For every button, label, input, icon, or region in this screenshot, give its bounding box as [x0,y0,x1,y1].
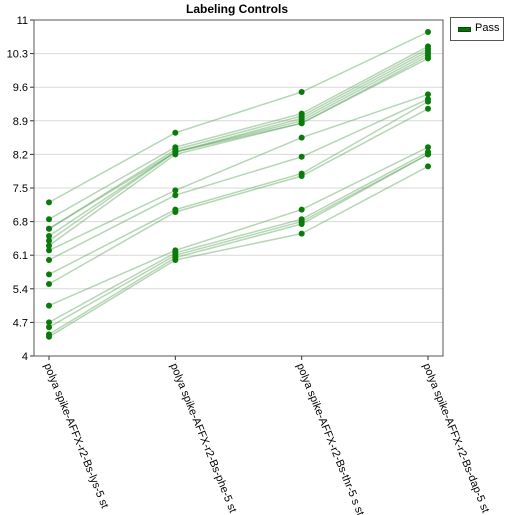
x-tick-label: polya spike-AFFX-r2-Bs-thr-5 s st [294,362,366,515]
data-point [425,98,431,105]
series-line [48,153,429,328]
data-point [425,151,431,158]
data-point [298,134,305,141]
data-point [298,89,305,95]
x-tick-label: polya spike-AFFX-r2-Bs-phe-5 st [168,362,239,515]
plot-frame [33,19,444,357]
y-tick-label: 4 [22,351,28,363]
series-line [48,52,429,237]
series-line [48,146,429,307]
y-tick-label: 5.4 [13,284,28,296]
y-tick-label: 9.6 [13,82,28,94]
data-point [46,237,52,244]
y-tick-label: 11 [17,15,28,27]
series-line [48,153,429,336]
series-line [48,31,429,204]
series-line [48,165,429,338]
data-point [172,151,179,158]
series-line [48,100,429,276]
data-point [425,91,431,98]
legend: Pass [450,17,504,41]
data-point [46,199,52,206]
series-line [48,48,429,230]
legend-label-pass: Pass [475,22,500,34]
series-line [48,45,429,220]
data-point [46,319,52,326]
data-point [298,173,305,179]
y-tick-label: 10.3 [7,49,28,61]
data-point [172,192,179,199]
data-point [172,129,179,136]
data-point [298,230,305,237]
data-point [46,225,52,232]
chart-title: Labeling Controls [186,2,288,16]
y-tick-label: 6.8 [13,217,28,229]
series-line [48,50,429,230]
series-line [48,55,429,242]
y-tick-label: 8.9 [13,116,28,128]
y-tick-label: 6.1 [13,250,28,262]
data-point [425,144,431,151]
data-point [425,163,431,170]
legend-swatch-pass [458,27,471,32]
data-point [298,221,305,227]
data-point [172,257,179,263]
data-point [172,187,179,194]
data-point [298,206,305,213]
data-point [46,302,52,309]
data-point [425,105,431,112]
data-point [298,153,305,160]
data-point [46,333,52,340]
data-point [298,120,305,127]
data-point [46,271,52,278]
data-point [46,257,52,263]
series-line [48,108,429,285]
data-point [425,55,431,62]
data-point [46,324,52,331]
series-line [48,98,429,261]
y-tick-label: 7.5 [13,183,28,195]
x-tick-label: polya spike-AFFX-r2-Bs-dap-5 st [420,362,491,515]
data-point [46,242,52,249]
data-point [172,209,179,215]
y-tick-label: 4.7 [13,317,28,329]
series-line [48,93,429,252]
data-point [46,233,52,239]
x-tick-label: polya spike-AFFX-r2-Bs-lys-5 st [41,362,110,510]
data-point [46,281,52,287]
data-point [425,29,431,35]
data-point [46,247,52,254]
y-tick-label: 8.2 [13,149,28,161]
series-line [48,57,429,247]
series-line [48,151,429,324]
data-point [46,216,52,223]
